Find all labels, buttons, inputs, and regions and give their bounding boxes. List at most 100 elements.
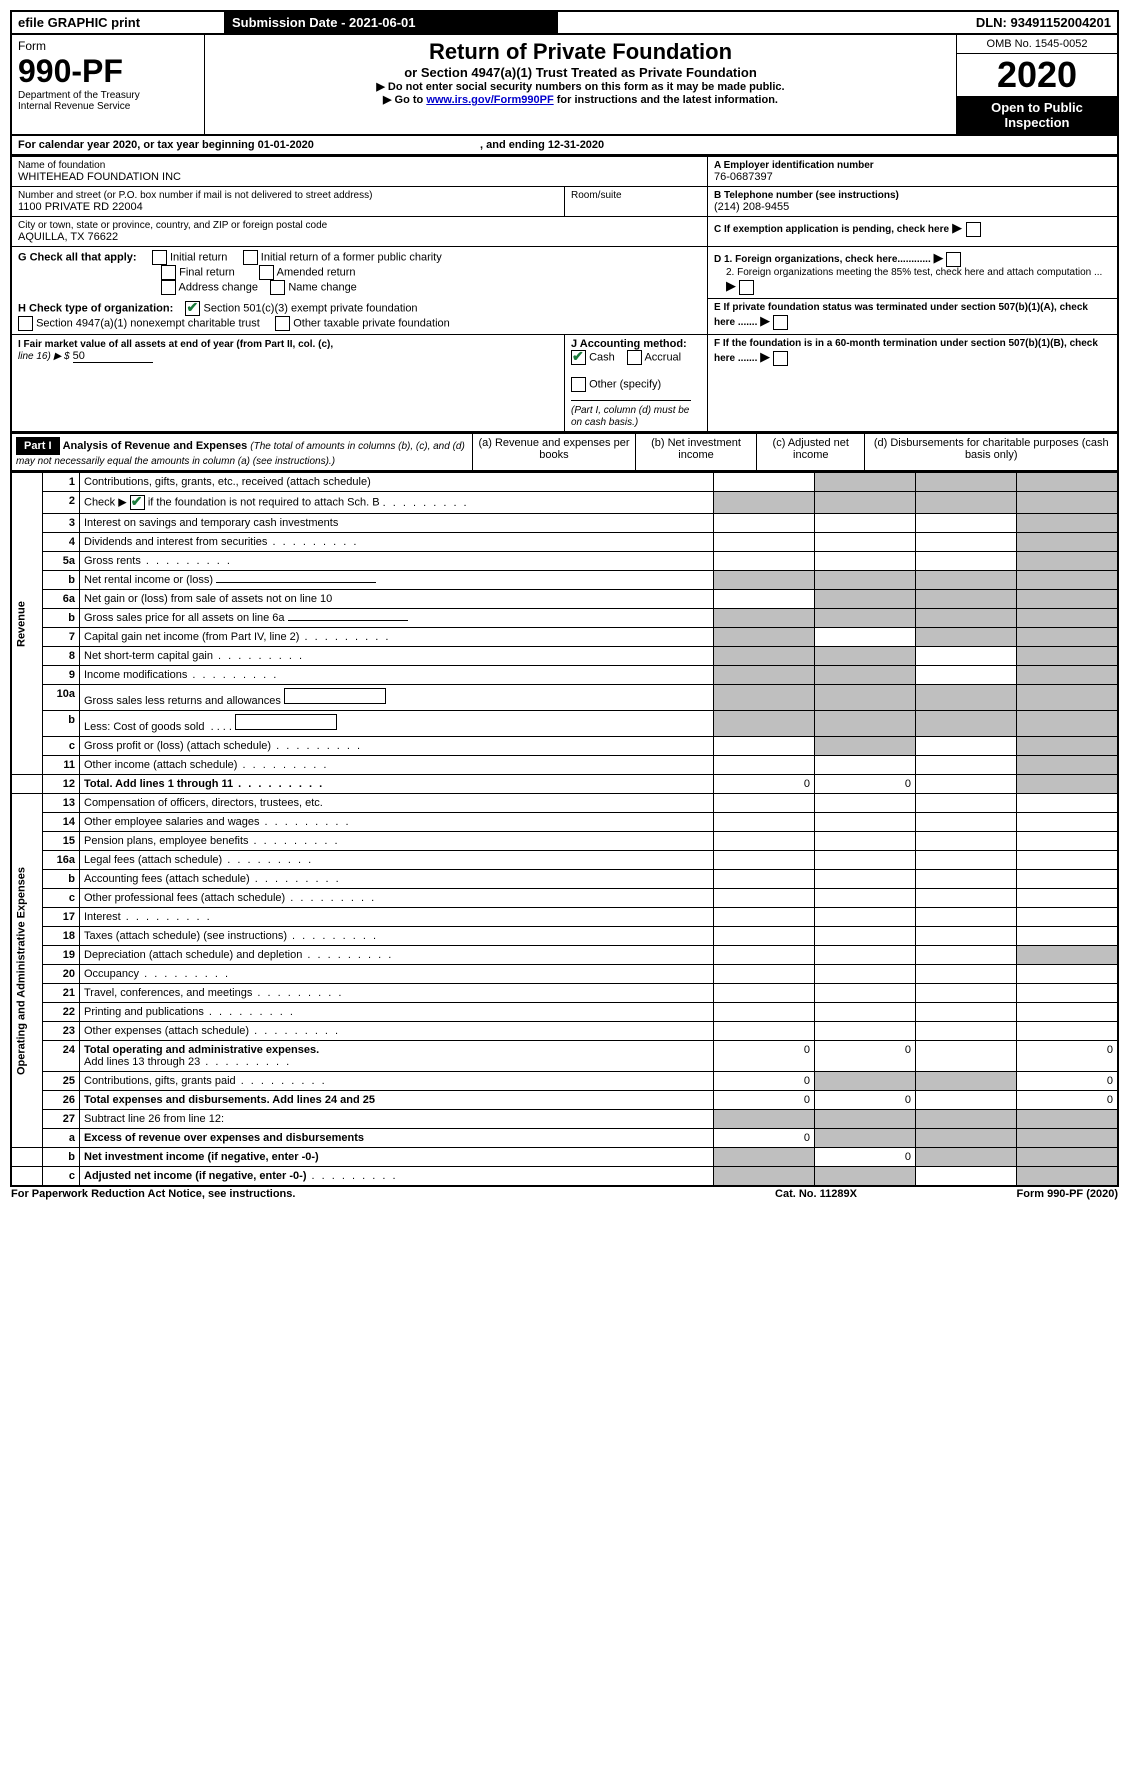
d2-label: 2. Foreign organizations meeting the 85%… [726, 267, 1102, 278]
r10b-box [235, 714, 337, 730]
irs-link[interactable]: www.irs.gov/Form990PF [426, 94, 553, 106]
table-row: 23Other expenses (attach schedule) [11, 1022, 1118, 1041]
c-checkbox[interactable] [966, 222, 981, 237]
r18: Taxes (attach schedule) (see instruction… [84, 930, 287, 942]
foundation-name: WHITEHEAD FOUNDATION INC [18, 171, 701, 183]
table-row: bGross sales price for all assets on lin… [11, 609, 1118, 628]
instr1: ▶ Do not enter social security numbers o… [211, 80, 950, 93]
i-line16: line 16) ▶ $ [18, 351, 70, 362]
r22: Printing and publications [84, 1006, 204, 1018]
g-addr-chk[interactable] [161, 280, 176, 295]
h-other: Other taxable private foundation [293, 318, 450, 330]
g-final-chk[interactable] [161, 265, 176, 280]
identification-block: Name of foundation WHITEHEAD FOUNDATION … [10, 156, 1119, 433]
g-initial-former-chk[interactable] [243, 250, 258, 265]
h-501: Section 501(c)(3) exempt private foundat… [204, 303, 418, 315]
efile-label: efile GRAPHIC print [11, 11, 225, 34]
city-label: City or town, state or province, country… [18, 220, 701, 231]
g-name-chk[interactable] [270, 280, 285, 295]
d2-checkbox[interactable] [739, 280, 754, 295]
r23: Other expenses (attach schedule) [84, 1025, 249, 1037]
part1-table: Revenue 1Contributions, gifts, grants, e… [10, 472, 1119, 1187]
r25a-val: 0 [714, 1072, 815, 1091]
page-footer: For Paperwork Reduction Act Notice, see … [10, 1187, 1119, 1201]
r27a-val: 0 [714, 1129, 815, 1148]
revenue-label: Revenue [11, 473, 43, 775]
footer-right: Form 990-PF (2020) [917, 1187, 1119, 1201]
r12a: 0 [714, 775, 815, 794]
address-label: Number and street (or P.O. box number if… [18, 190, 558, 201]
f-checkbox[interactable] [773, 351, 788, 366]
r6a: Net gain or (loss) from sale of assets n… [80, 590, 714, 609]
table-row: 12Total. Add lines 1 through 1100 [11, 775, 1118, 794]
dept1: Department of the Treasury [18, 90, 198, 101]
table-row: Operating and Administrative Expenses 13… [11, 794, 1118, 813]
c-label: C If exemption application is pending, c… [714, 224, 949, 235]
col-c: (c) Adjusted net income [757, 434, 865, 472]
r25d-val: 0 [1017, 1072, 1119, 1091]
form-title: Return of Private Foundation [211, 39, 950, 65]
ending-lbl: , and ending [480, 139, 548, 151]
col-d: (d) Disbursements for charitable purpose… [865, 434, 1118, 472]
open-inspection: Open to Public Inspection [957, 96, 1117, 134]
col-a: (a) Revenue and expenses per books [472, 434, 635, 472]
table-row: 11Other income (attach schedule) [11, 756, 1118, 775]
footer-mid: Cat. No. 11289X [715, 1187, 917, 1201]
table-row: 4Dividends and interest from securities [11, 533, 1118, 552]
r26a-val: 0 [714, 1091, 815, 1110]
table-row: 2 Check ▶ if the foundation is not requi… [11, 492, 1118, 514]
r7: Capital gain net income (from Part IV, l… [84, 631, 299, 643]
r17: Interest [84, 911, 121, 923]
r16c: Other professional fees (attach schedule… [84, 892, 285, 904]
r1: Contributions, gifts, grants, etc., rece… [80, 473, 714, 492]
table-row: Revenue 1Contributions, gifts, grants, e… [11, 473, 1118, 492]
e-checkbox[interactable] [773, 315, 788, 330]
j-cash-chk[interactable] [571, 350, 586, 365]
table-row: 22Printing and publications [11, 1003, 1118, 1022]
address-value: 1100 PRIVATE RD 22004 [18, 201, 558, 213]
r2b: if the foundation is not required to att… [148, 497, 380, 509]
part1-title: Analysis of Revenue and Expenses [63, 440, 248, 452]
j-label: J Accounting method: [571, 338, 687, 350]
i-label: I Fair market value of all assets at end… [18, 339, 333, 350]
r16a: Legal fees (attach schedule) [84, 854, 222, 866]
r12b: 0 [815, 775, 916, 794]
form-label: Form [18, 39, 198, 53]
table-row: 20Occupancy [11, 965, 1118, 984]
ending-val: 12-31-2020 [548, 139, 604, 151]
g-final: Final return [179, 266, 235, 278]
r24b-val: 0 [815, 1041, 916, 1072]
r6b-line [288, 620, 408, 621]
h-other-chk[interactable] [275, 316, 290, 331]
instr2-pre: ▶ Go to [383, 94, 426, 106]
r24a-val: 0 [714, 1041, 815, 1072]
j-accrual: Accrual [644, 352, 681, 364]
r2a: Check ▶ [84, 497, 127, 509]
r8: Net short-term capital gain [84, 650, 213, 662]
r27: Subtract line 26 from line 12: [80, 1110, 714, 1129]
instr2-post: for instructions and the latest informat… [554, 94, 778, 106]
table-row: 26Total expenses and disbursements. Add … [11, 1091, 1118, 1110]
instr2: ▶ Go to www.irs.gov/Form990PF for instru… [211, 93, 950, 106]
d1-checkbox[interactable] [946, 252, 961, 267]
r21: Travel, conferences, and meetings [84, 987, 252, 999]
top-bar: efile GRAPHIC print Submission Date - 20… [10, 10, 1119, 35]
r26d-val: 0 [1017, 1091, 1119, 1110]
r10a: Gross sales less returns and allowances [84, 695, 281, 707]
j-accrual-chk[interactable] [627, 350, 642, 365]
j-other-chk[interactable] [571, 377, 586, 392]
r27b: Net investment income (if negative, ente… [80, 1148, 714, 1167]
r2-chk[interactable] [130, 495, 145, 510]
r4: Dividends and interest from securities [84, 536, 267, 548]
ein-value: 76-0687397 [714, 171, 1111, 183]
r26: Total expenses and disbursements. Add li… [80, 1091, 714, 1110]
part1-header: Part I Analysis of Revenue and Expenses … [10, 433, 1119, 472]
h-501-chk[interactable] [185, 301, 200, 316]
h-4947-chk[interactable] [18, 316, 33, 331]
r16b: Accounting fees (attach schedule) [84, 873, 250, 885]
calendar-year-row: For calendar year 2020, or tax year begi… [10, 136, 1119, 156]
table-row: aExcess of revenue over expenses and dis… [11, 1129, 1118, 1148]
g-amended-chk[interactable] [259, 265, 274, 280]
g-initial-chk[interactable] [152, 250, 167, 265]
j-note: (Part I, column (d) must be on cash basi… [571, 405, 689, 428]
